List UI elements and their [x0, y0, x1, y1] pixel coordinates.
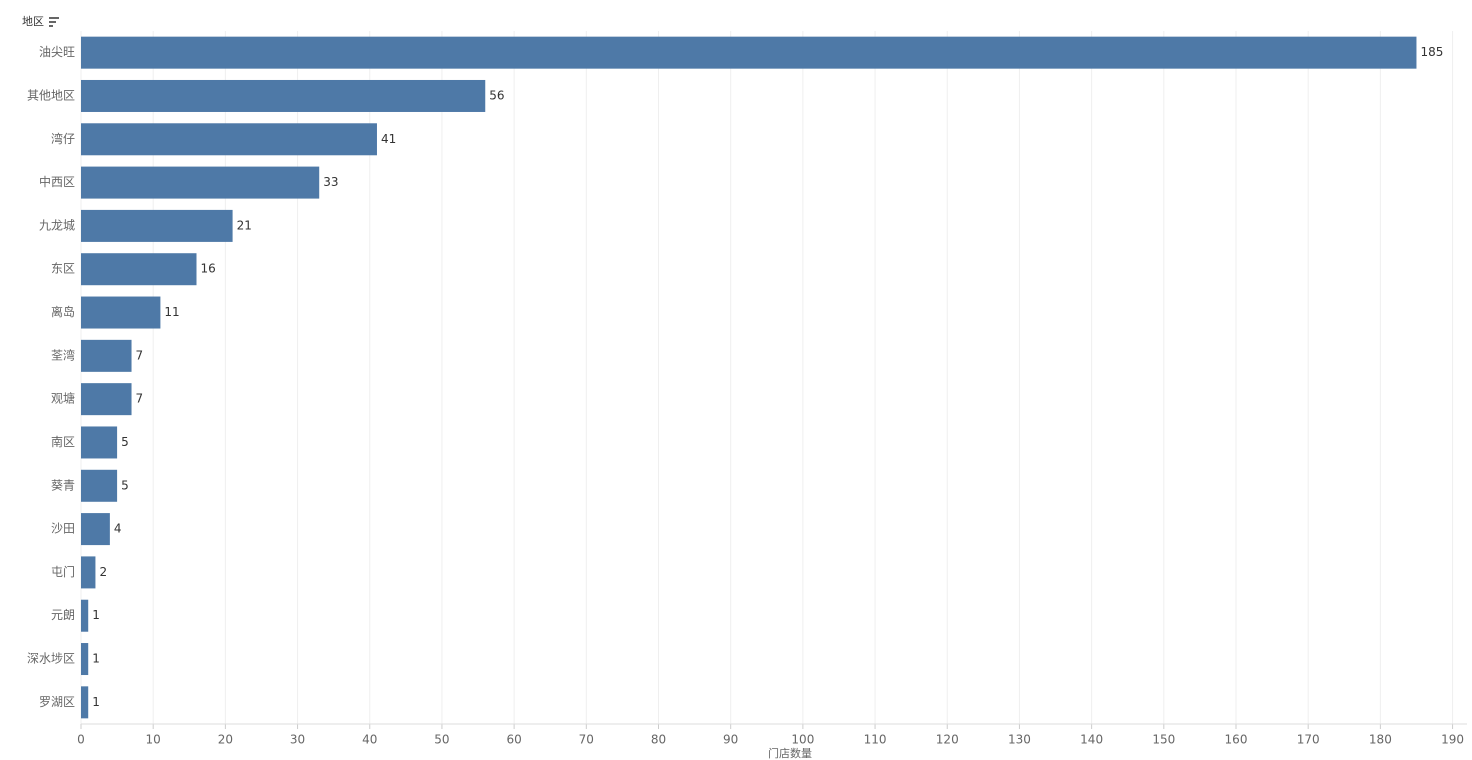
data-label: 11 — [164, 305, 179, 319]
x-tick-label: 150 — [1152, 733, 1175, 747]
x-tick-label: 160 — [1225, 733, 1248, 747]
bar — [81, 513, 110, 546]
y-tick-label: 元朗 — [51, 608, 75, 622]
bar — [81, 79, 486, 112]
y-axis-title: 地区 — [22, 15, 44, 28]
bar — [81, 296, 161, 329]
y-tick-label: 深水埗区 — [27, 652, 75, 666]
x-tick-label: 120 — [936, 733, 959, 747]
y-tick-label: 观塘 — [51, 391, 75, 406]
bar — [81, 599, 89, 632]
x-tick-label: 70 — [579, 733, 594, 747]
x-tick-label: 50 — [434, 733, 449, 747]
data-label: 1 — [92, 695, 100, 709]
x-tick-label: 180 — [1369, 733, 1392, 747]
data-label: 185 — [1420, 45, 1443, 59]
y-tick-label: 九龙城 — [39, 218, 75, 232]
bar — [81, 253, 197, 286]
data-label: 2 — [99, 565, 107, 579]
bar — [81, 209, 233, 242]
data-label: 56 — [489, 88, 504, 102]
x-tick-label: 100 — [791, 733, 814, 747]
y-tick-label: 屯门 — [51, 564, 75, 579]
y-tick-label: 油尖旺 — [39, 45, 75, 59]
sort-icon[interactable] — [49, 17, 59, 27]
y-tick-label: 离岛 — [51, 304, 75, 319]
x-tick-label: 0 — [77, 733, 85, 747]
y-tick-label: 荃湾 — [51, 347, 75, 362]
bar — [81, 686, 89, 719]
y-tick-label: 东区 — [51, 262, 75, 276]
bar — [81, 166, 320, 199]
x-tick-label: 10 — [146, 733, 161, 747]
data-label: 4 — [114, 522, 122, 536]
data-label: 7 — [136, 348, 144, 362]
data-label: 33 — [323, 175, 338, 189]
y-tick-label: 南区 — [51, 434, 75, 449]
data-label: 5 — [121, 435, 129, 449]
data-label: 7 — [136, 392, 144, 406]
bar — [81, 36, 1417, 69]
y-tick-label: 葵青 — [51, 478, 75, 492]
x-tick-label: 170 — [1297, 733, 1320, 747]
x-tick-label: 60 — [506, 733, 521, 747]
x-tick-label: 30 — [290, 733, 305, 747]
bar — [81, 469, 118, 502]
data-label: 5 — [121, 478, 129, 492]
bar — [81, 383, 132, 416]
data-label: 41 — [381, 132, 396, 146]
y-tick-label: 中西区 — [39, 174, 75, 189]
y-tick-label: 沙田 — [51, 522, 75, 536]
bar — [81, 123, 377, 156]
data-label: 1 — [92, 608, 100, 622]
x-tick-label: 140 — [1080, 733, 1103, 747]
x-tick-label: 80 — [651, 733, 666, 747]
y-tick-label: 其他地区 — [27, 88, 75, 102]
x-tick-label: 20 — [218, 733, 233, 747]
bar — [81, 426, 118, 459]
data-label: 21 — [237, 218, 252, 232]
x-tick-label: 40 — [362, 733, 377, 747]
x-tick-label: 130 — [1008, 733, 1031, 747]
bar — [81, 339, 132, 372]
data-label: 16 — [201, 262, 216, 276]
x-tick-label: 90 — [723, 733, 738, 747]
x-tick-label: 190 — [1441, 733, 1464, 747]
y-tick-label: 罗湖区 — [39, 694, 75, 709]
x-tick-label: 110 — [864, 733, 887, 747]
data-label: 1 — [92, 652, 100, 666]
y-tick-label: 湾仔 — [51, 131, 75, 146]
bar — [81, 556, 96, 589]
x-axis-title: 门店数量 — [768, 746, 812, 760]
bar — [81, 643, 89, 676]
